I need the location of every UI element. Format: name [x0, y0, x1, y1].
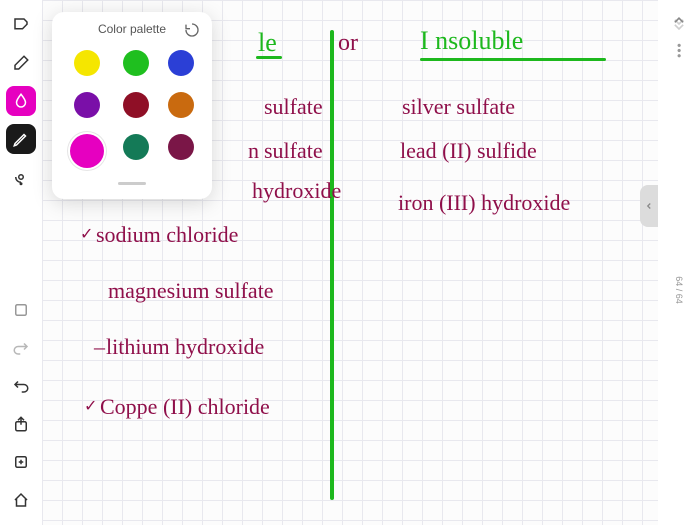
color-tool[interactable] [6, 86, 36, 116]
swatch-maroon[interactable] [168, 134, 194, 160]
reset-icon[interactable] [184, 22, 200, 38]
swatch-blue[interactable] [168, 50, 194, 76]
center-divider [330, 30, 334, 500]
right-panel-tab[interactable] [640, 185, 658, 227]
header-right: I nsoluble [420, 26, 523, 56]
swatch-green[interactable] [123, 50, 149, 76]
header-left-fragment: le [258, 28, 277, 58]
header-right-underline [420, 58, 606, 61]
popup-drag-handle[interactable] [118, 182, 146, 185]
swatch-purple[interactable] [74, 92, 100, 118]
header-or: or [338, 30, 358, 57]
header-left-underline [256, 56, 282, 59]
left-item-3: sodium chloride [96, 222, 238, 248]
dash-5: – [94, 334, 105, 360]
swatch-magenta[interactable] [70, 134, 104, 168]
left-toolbar [0, 0, 42, 525]
undo-button[interactable] [6, 371, 36, 401]
swatch-crimson[interactable] [123, 92, 149, 118]
swatch-yellow[interactable] [74, 50, 100, 76]
swatch-teal[interactable] [123, 134, 149, 160]
expand-icon[interactable] [669, 14, 689, 34]
color-palette-popup: Color palette [52, 12, 212, 199]
prefix-1: n [248, 138, 259, 164]
swatch-grid [64, 46, 200, 174]
right-toolbar: ••• 64 / 64 [658, 0, 700, 525]
eraser-tool[interactable] [6, 48, 36, 78]
pen-tool[interactable] [6, 124, 36, 154]
left-item-4: magnesium sulfate [108, 278, 274, 304]
bullet-6: ✓ [84, 396, 97, 416]
page-counter: 64 / 64 [674, 276, 684, 304]
home-button[interactable] [6, 485, 36, 515]
right-item-0: silver sulfate [402, 94, 515, 120]
share-button[interactable] [6, 409, 36, 439]
insert-tool[interactable] [6, 162, 36, 192]
left-item-5: lithium hydroxide [106, 334, 264, 360]
left-item-0: sulfate [264, 94, 323, 120]
bullet-3: ✓ [80, 224, 93, 244]
right-item-1: lead (II) sulfide [400, 138, 537, 164]
lasso-tool[interactable] [6, 10, 36, 40]
left-item-1: sulfate [264, 138, 323, 164]
swatch-orange[interactable] [168, 92, 194, 118]
left-item-2: hydroxide [252, 178, 341, 204]
more-icon[interactable]: ••• [672, 43, 686, 59]
layers-button[interactable] [6, 295, 36, 325]
left-item-6: Coppe (II) chloride [100, 394, 270, 420]
redo-button[interactable] [6, 333, 36, 363]
add-page-button[interactable] [6, 447, 36, 477]
popup-title: Color palette [98, 22, 166, 36]
right-item-2: iron (III) hydroxide [398, 190, 570, 216]
